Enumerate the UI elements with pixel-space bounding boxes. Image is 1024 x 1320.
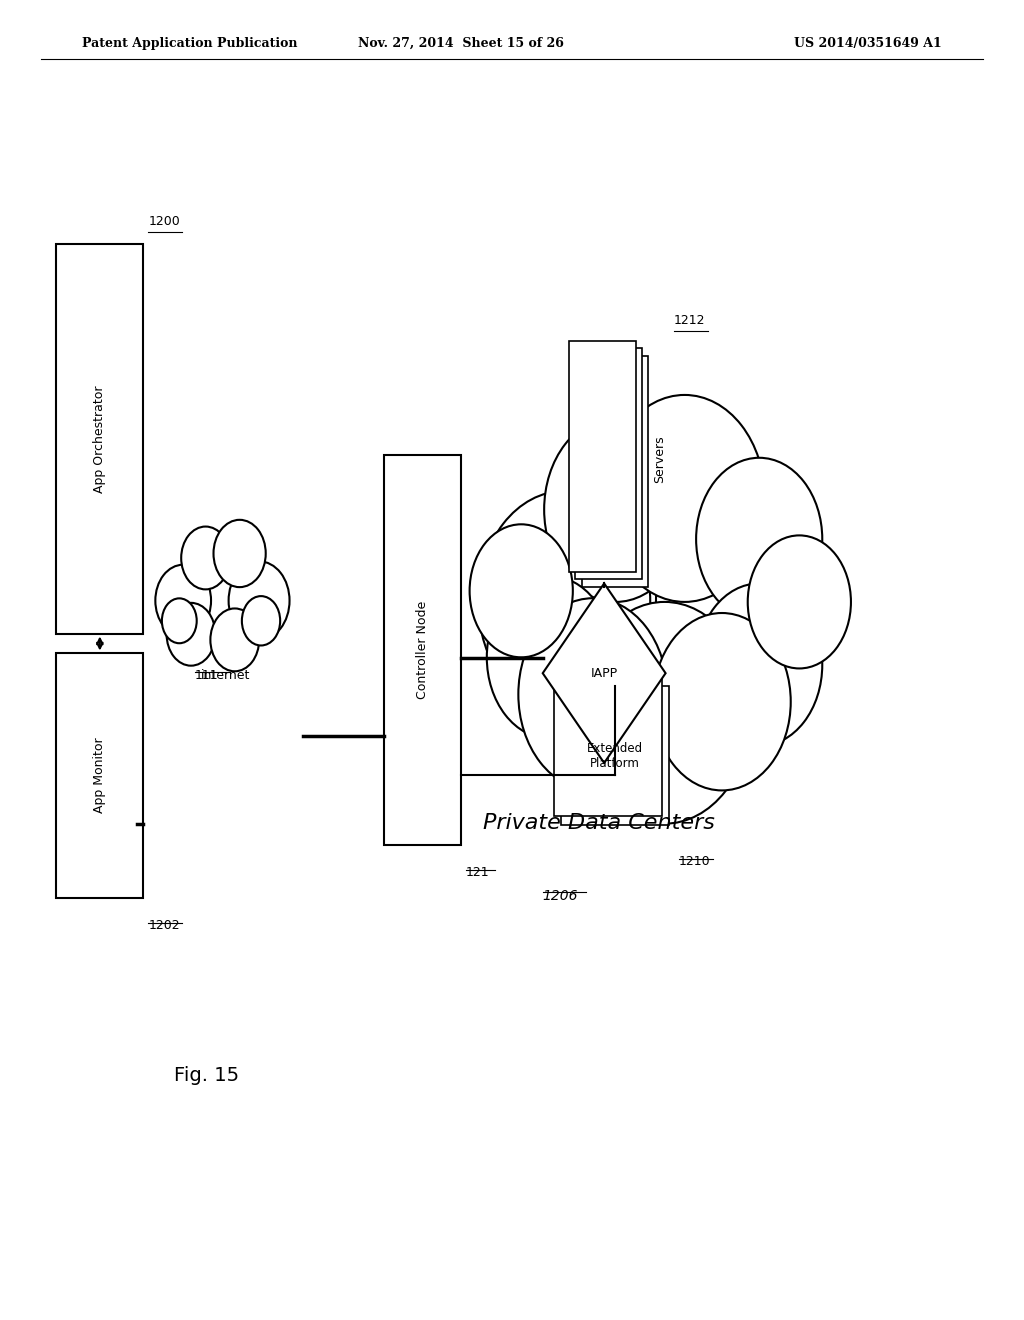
Circle shape	[181, 527, 230, 590]
Circle shape	[242, 597, 281, 645]
Text: Controller Node: Controller Node	[416, 601, 429, 700]
Bar	[575, 348, 642, 579]
Circle shape	[544, 417, 687, 602]
Bar	[56, 653, 143, 898]
Circle shape	[210, 609, 259, 672]
Circle shape	[167, 603, 215, 665]
Text: Servers: Servers	[653, 434, 667, 483]
Circle shape	[542, 462, 759, 742]
Circle shape	[478, 491, 650, 713]
Bar	[554, 677, 662, 816]
Circle shape	[486, 576, 613, 739]
Text: 1212: 1212	[674, 314, 706, 327]
Text: Fig. 15: Fig. 15	[174, 1067, 240, 1085]
Text: 1202: 1202	[148, 919, 180, 932]
Text: IAPP: IAPP	[591, 667, 617, 680]
Circle shape	[156, 565, 211, 636]
Circle shape	[162, 598, 197, 643]
Bar	[561, 686, 669, 825]
Circle shape	[748, 536, 851, 668]
Text: Extended
Platform: Extended Platform	[587, 742, 643, 770]
Bar	[582, 356, 648, 587]
Circle shape	[656, 491, 828, 713]
Text: US 2014/0351649 A1: US 2014/0351649 A1	[795, 37, 942, 50]
Text: 121: 121	[466, 866, 489, 879]
Circle shape	[181, 550, 259, 651]
Text: 1206: 1206	[543, 890, 579, 903]
Text: App Orchestrator: App Orchestrator	[93, 385, 106, 492]
Bar	[56, 244, 143, 634]
Circle shape	[653, 612, 791, 791]
Circle shape	[470, 524, 572, 657]
Circle shape	[696, 458, 822, 620]
Circle shape	[604, 395, 765, 602]
Text: App Monitor: App Monitor	[93, 738, 106, 813]
Circle shape	[696, 583, 822, 746]
Circle shape	[579, 602, 751, 824]
Text: Private Data Centers: Private Data Centers	[483, 813, 715, 833]
Bar	[569, 341, 636, 572]
Bar	[384, 455, 461, 845]
Circle shape	[228, 561, 290, 640]
Text: 1210: 1210	[679, 855, 711, 869]
Text: Nov. 27, 2014  Sheet 15 of 26: Nov. 27, 2014 Sheet 15 of 26	[357, 37, 564, 50]
Circle shape	[518, 598, 668, 791]
Polygon shape	[543, 583, 666, 763]
Text: 111: 111	[195, 669, 218, 682]
Text: 1200: 1200	[148, 215, 180, 228]
Text: Patent Application Publication: Patent Application Publication	[82, 37, 297, 50]
Text: internet: internet	[201, 669, 250, 682]
Circle shape	[213, 520, 266, 587]
